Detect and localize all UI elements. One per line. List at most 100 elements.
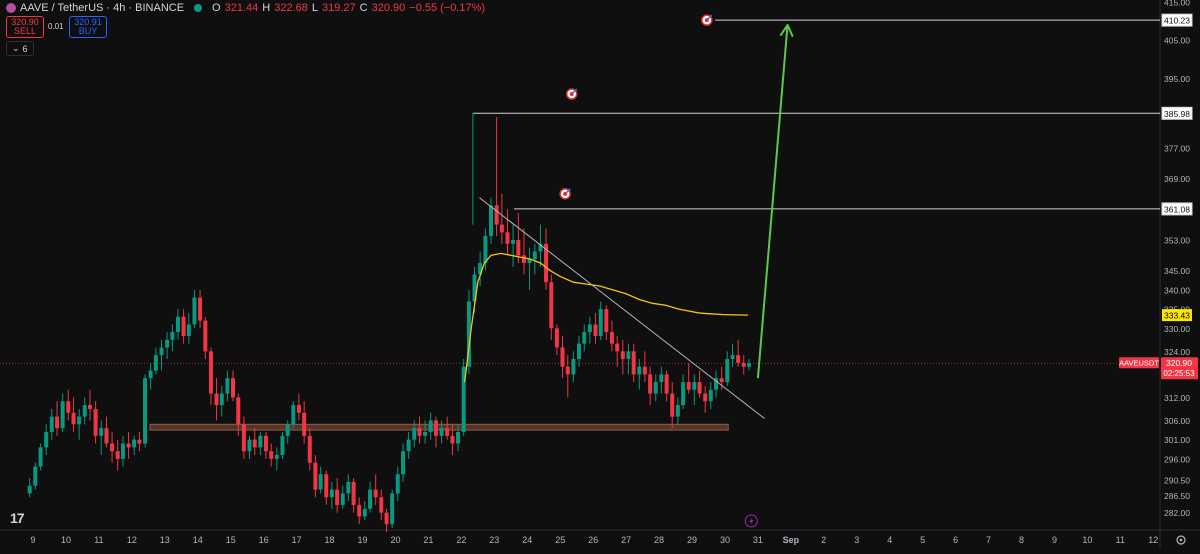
indicators-toggle[interactable]: ⌄ 6 — [6, 41, 34, 56]
candle — [115, 439, 120, 471]
candle — [33, 462, 38, 490]
time-tick-label: 31 — [753, 535, 763, 545]
candle-body — [642, 366, 647, 375]
target-dart — [565, 188, 571, 194]
close-value: 320.90 — [371, 2, 406, 14]
target-icon[interactable] — [559, 188, 571, 200]
time-tick-label: 23 — [489, 535, 499, 545]
candle — [532, 243, 537, 275]
candle-body — [143, 378, 148, 444]
candle — [241, 416, 246, 459]
candle — [324, 470, 329, 505]
candle-body — [170, 332, 175, 340]
candle-body — [708, 389, 713, 402]
candle-body — [725, 359, 730, 383]
candle — [736, 339, 741, 367]
candle — [406, 431, 411, 459]
candle — [175, 309, 180, 340]
candle — [362, 501, 367, 521]
price-tick-label: 286.50 — [1164, 491, 1190, 501]
candle — [587, 316, 592, 344]
time-tick-label: 2 — [821, 535, 826, 545]
candle — [192, 289, 197, 329]
candle — [99, 420, 104, 456]
candle-body — [219, 393, 224, 406]
candle-body — [576, 343, 581, 360]
candle — [725, 351, 730, 386]
candle — [582, 324, 587, 352]
candle — [505, 209, 510, 256]
candle-body — [198, 297, 203, 321]
candle-body — [335, 489, 340, 505]
candle — [231, 370, 236, 402]
candle — [351, 478, 356, 513]
lightning-event-icon[interactable] — [744, 514, 758, 528]
buy-button[interactable]: 320.91 BUY — [69, 16, 107, 38]
gear-icon[interactable] — [1176, 535, 1186, 545]
candle — [648, 366, 653, 406]
open-label: O — [212, 2, 221, 14]
candle-body — [165, 339, 170, 348]
candle — [466, 289, 471, 375]
candle-body — [99, 428, 104, 436]
time-tick-label: 30 — [720, 535, 730, 545]
candle — [82, 397, 87, 425]
candle-body — [247, 439, 252, 452]
candle — [258, 431, 263, 456]
candle — [110, 431, 115, 463]
candle-body — [38, 447, 43, 467]
lightning-glyph — [749, 517, 754, 525]
price-label-box — [1162, 309, 1192, 322]
descending-trendline[interactable] — [479, 197, 765, 419]
candle — [499, 193, 504, 244]
symbol-name: AAVE / TetherUS · 4h · BINANCE — [20, 2, 185, 14]
tradingview-logo-icon[interactable]: 17 — [10, 510, 25, 526]
candle-body — [505, 232, 510, 244]
candle — [554, 324, 559, 356]
candle-body — [456, 431, 461, 444]
time-tick-label: 5 — [920, 535, 925, 545]
candle-body — [478, 263, 483, 275]
candle — [55, 401, 60, 436]
candle-body — [527, 259, 532, 263]
indicator-count: 6 — [22, 43, 28, 54]
candle-body — [203, 320, 208, 352]
time-tick-label: 29 — [687, 535, 697, 545]
support-zone[interactable] — [149, 423, 729, 431]
candle-body — [27, 485, 32, 494]
candle — [225, 370, 230, 402]
candle — [714, 370, 719, 398]
candle — [703, 385, 708, 413]
candle — [346, 474, 351, 502]
candle-body — [433, 420, 438, 436]
candle-body — [472, 274, 477, 302]
target-icon[interactable] — [701, 14, 713, 26]
sell-button[interactable]: 320.90 SELL — [6, 16, 44, 38]
candle-body — [439, 428, 444, 436]
candle — [626, 343, 631, 375]
projection-arrow-line[interactable] — [756, 24, 789, 379]
symbol-title[interactable]: AAVE / TetherUS · 4h · BINANCE — [6, 2, 184, 14]
candle-body — [609, 332, 614, 344]
moving-average-line[interactable] — [463, 252, 749, 383]
candle-body — [60, 401, 65, 429]
time-tick-label: 25 — [555, 535, 565, 545]
buy-price: 320.91 — [74, 17, 102, 27]
candle — [165, 332, 170, 360]
candle — [571, 351, 576, 383]
candle — [153, 347, 158, 375]
candle — [373, 474, 378, 505]
candle-body — [417, 428, 422, 436]
candle-body — [231, 378, 236, 398]
candle — [203, 316, 208, 360]
candle-body — [499, 224, 504, 233]
open-value: 321.44 — [224, 2, 259, 14]
candle — [511, 224, 516, 267]
candle-body — [44, 431, 49, 448]
target-icon[interactable] — [565, 88, 578, 100]
candle-body — [340, 493, 345, 505]
candle-body — [587, 324, 592, 333]
projection-arrow-head-icon — [779, 23, 794, 38]
